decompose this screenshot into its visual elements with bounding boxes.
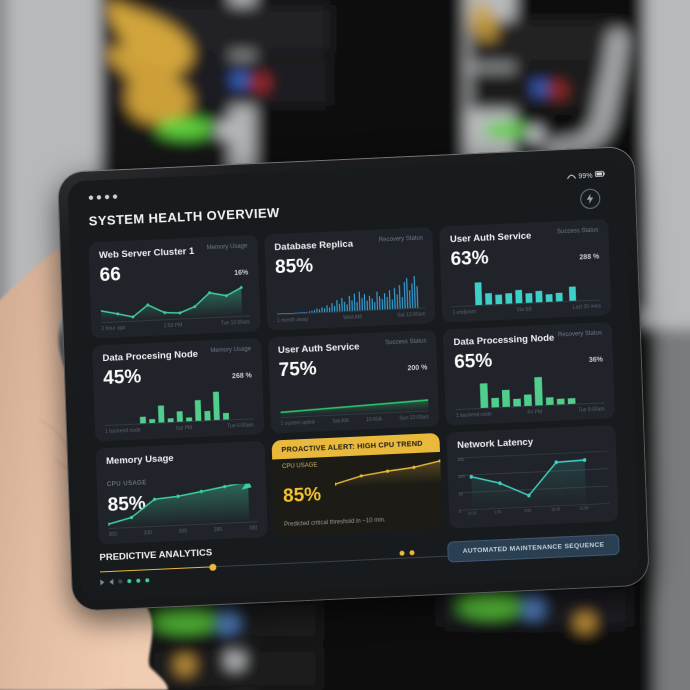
- svg-text:50: 50: [459, 491, 464, 497]
- svg-text:14:15: 14:15: [468, 510, 477, 516]
- svg-text:1:30: 1:30: [495, 509, 502, 515]
- svg-text:300: 300: [458, 456, 466, 462]
- svg-text:100: 100: [458, 474, 466, 480]
- svg-text:9:00: 9:00: [525, 508, 532, 514]
- svg-text:10:45: 10:45: [551, 506, 560, 512]
- svg-text:0: 0: [459, 509, 462, 514]
- svg-text:99%: 99%: [578, 173, 592, 181]
- svg-text:12:00: 12:00: [580, 505, 589, 511]
